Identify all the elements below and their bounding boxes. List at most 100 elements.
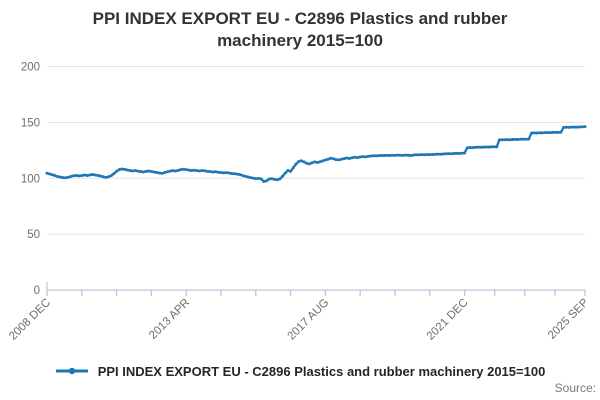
data-point bbox=[406, 153, 410, 157]
data-point bbox=[256, 176, 260, 180]
data-point bbox=[460, 151, 464, 155]
data-point bbox=[128, 169, 132, 173]
data-point bbox=[157, 171, 161, 175]
data-point bbox=[171, 169, 175, 173]
data-point bbox=[273, 177, 277, 181]
data-point bbox=[243, 174, 247, 178]
data-point bbox=[513, 137, 517, 141]
data-point bbox=[131, 169, 135, 173]
data-point bbox=[219, 171, 223, 175]
data-point bbox=[567, 125, 571, 129]
data-point bbox=[117, 168, 121, 172]
data-point bbox=[248, 176, 252, 180]
data-point bbox=[235, 172, 239, 176]
data-point bbox=[471, 146, 475, 150]
data-point bbox=[551, 130, 555, 134]
data-point bbox=[366, 154, 370, 158]
data-point bbox=[270, 177, 274, 181]
data-point bbox=[562, 126, 566, 130]
data-point bbox=[112, 172, 116, 176]
data-point bbox=[396, 153, 400, 157]
data-point bbox=[192, 168, 196, 172]
data-point bbox=[444, 152, 448, 156]
data-point bbox=[441, 152, 445, 156]
data-point bbox=[342, 157, 346, 161]
data-point bbox=[430, 152, 434, 156]
data-point bbox=[500, 138, 504, 142]
data-point bbox=[120, 167, 124, 171]
data-point bbox=[535, 131, 539, 135]
data-point bbox=[182, 167, 186, 171]
data-point bbox=[540, 131, 544, 135]
data-point bbox=[66, 175, 70, 179]
legend: PPI INDEX EXPORT EU - C2896 Plastics and… bbox=[0, 361, 600, 381]
data-point bbox=[393, 153, 397, 157]
data-point bbox=[297, 160, 301, 164]
data-point bbox=[187, 168, 191, 172]
data-point bbox=[133, 169, 137, 173]
data-point bbox=[516, 137, 520, 141]
data-point bbox=[208, 170, 212, 174]
data-point bbox=[492, 145, 496, 149]
data-point bbox=[278, 177, 282, 181]
data-point bbox=[227, 171, 231, 175]
data-series-line bbox=[45, 125, 587, 183]
data-point bbox=[543, 131, 547, 135]
y-axis-tick-label: 150 bbox=[21, 117, 40, 129]
data-point bbox=[446, 152, 450, 156]
data-point bbox=[438, 152, 442, 156]
data-point bbox=[307, 162, 311, 166]
data-point bbox=[575, 125, 579, 129]
data-point bbox=[259, 177, 263, 181]
data-point bbox=[364, 155, 368, 159]
data-point bbox=[433, 152, 437, 156]
data-point bbox=[77, 174, 81, 178]
data-point bbox=[155, 171, 159, 175]
x-axis-tick-label: 2013 APR bbox=[147, 297, 192, 342]
data-point bbox=[101, 175, 105, 179]
data-point bbox=[281, 174, 285, 178]
data-point bbox=[56, 175, 60, 179]
data-point bbox=[347, 156, 351, 160]
data-point bbox=[369, 154, 373, 158]
data-point bbox=[136, 169, 140, 173]
data-point bbox=[463, 151, 467, 155]
data-point bbox=[149, 170, 153, 174]
data-point bbox=[505, 138, 509, 142]
legend-item-label: PPI INDEX EXPORT EU - C2896 Plastics and… bbox=[97, 363, 546, 379]
data-point bbox=[91, 173, 94, 177]
data-point bbox=[372, 154, 376, 158]
data-point bbox=[104, 175, 108, 179]
data-point bbox=[254, 177, 258, 181]
data-point bbox=[61, 176, 65, 180]
data-point bbox=[123, 167, 127, 171]
data-point bbox=[160, 171, 164, 175]
data-point bbox=[345, 156, 349, 160]
data-point bbox=[163, 171, 167, 175]
data-point bbox=[173, 169, 177, 173]
data-point bbox=[487, 145, 491, 149]
data-point bbox=[315, 160, 319, 164]
data-point bbox=[58, 175, 62, 179]
x-axis-tick-label: 2008 DEC bbox=[7, 297, 53, 343]
data-point bbox=[147, 169, 151, 173]
data-point bbox=[326, 157, 330, 161]
data-point bbox=[554, 130, 558, 134]
source-label: Source: bbox=[554, 381, 596, 395]
data-point bbox=[275, 178, 279, 182]
data-point bbox=[465, 146, 469, 150]
data-point bbox=[203, 169, 207, 173]
data-point bbox=[74, 173, 78, 177]
data-point bbox=[211, 170, 215, 174]
data-point bbox=[564, 125, 568, 129]
data-point bbox=[473, 145, 477, 149]
data-point bbox=[414, 153, 418, 157]
legend-item[interactable]: PPI INDEX EXPORT EU - C2896 Plastics and… bbox=[55, 363, 546, 379]
data-point bbox=[519, 137, 523, 141]
data-point bbox=[144, 169, 148, 173]
data-point bbox=[412, 153, 416, 157]
data-point bbox=[214, 170, 218, 174]
data-point bbox=[176, 168, 180, 172]
